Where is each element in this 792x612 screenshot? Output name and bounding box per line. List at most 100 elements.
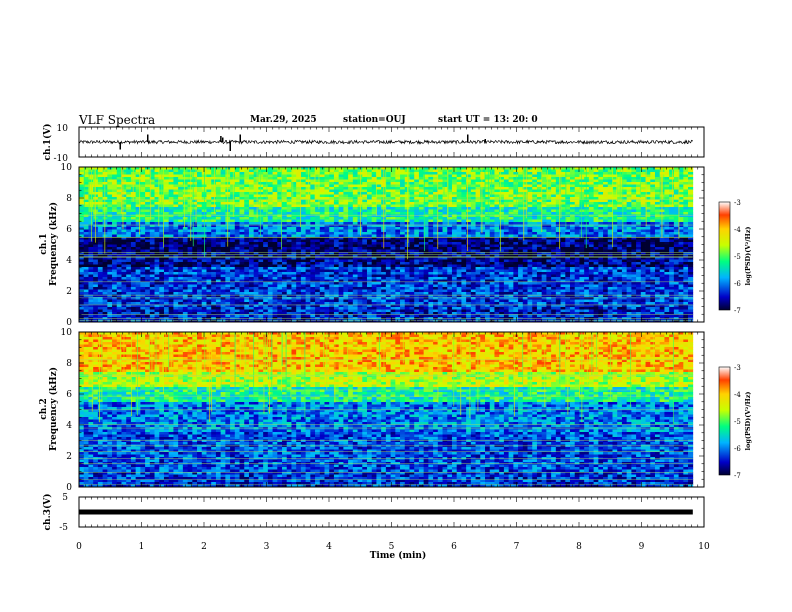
spec1-cell: [489, 209, 495, 213]
spec1-cell: [673, 254, 679, 258]
spec1-cell: [263, 169, 269, 173]
spec1-cell: [555, 187, 561, 190]
spec1-cell: [300, 194, 307, 198]
spec1-cell: [230, 212, 236, 215]
spec1-cell: [617, 242, 623, 245]
spec1-cell: [348, 239, 354, 243]
spec1-cell: [678, 167, 684, 170]
spec1-cell: [88, 254, 94, 258]
spec1-cell: [253, 252, 259, 255]
spec1-cell: [300, 197, 307, 200]
spec1-cell: [310, 229, 316, 233]
spec1-cell: [97, 174, 103, 178]
spec1-cell: [428, 212, 434, 215]
spec1-cell: [560, 204, 566, 208]
spec1-cell: [437, 214, 443, 218]
spec1-cell: [121, 232, 127, 235]
spec1-cell: [267, 197, 273, 200]
spec1-cell: [187, 237, 193, 240]
spec1-cell: [673, 242, 679, 245]
spec1-cell: [588, 204, 594, 208]
spec1-cell: [678, 224, 684, 228]
spec1-cell: [456, 252, 462, 255]
spec1-cell: [376, 247, 382, 250]
spec1-cell: [409, 182, 415, 185]
spec1-cell: [466, 209, 472, 213]
spec1-cell: [442, 214, 448, 218]
spec1-cell: [518, 234, 524, 238]
spec1-cell: [626, 202, 632, 205]
spec1-cell: [480, 167, 486, 170]
spec1-cell: [107, 254, 113, 258]
spec1-cell: [305, 257, 311, 260]
spec1-cell: [612, 254, 618, 258]
spec1-cell: [688, 249, 694, 253]
spec1-cell: [192, 247, 198, 250]
spec1-cell: [565, 197, 571, 200]
spec1-cell: [83, 252, 89, 255]
spec1-cell: [107, 249, 113, 253]
spec1-cell: [126, 234, 132, 238]
spec1-cell: [362, 167, 368, 170]
spec1-cell: [272, 202, 278, 205]
spec1-cell: [173, 182, 179, 185]
spec1-cell: [277, 182, 283, 185]
spec1-cell: [343, 179, 349, 183]
spec1-cell: [97, 227, 103, 230]
spec1-cell: [688, 237, 694, 240]
spec1-cell: [324, 242, 330, 245]
spec1-cell: [282, 249, 288, 253]
spec1-cell: [286, 174, 292, 178]
spec1-cell: [640, 234, 646, 238]
spec1-cell: [333, 209, 340, 213]
spec1-cell: [560, 254, 566, 258]
spec1-cell: [173, 167, 179, 170]
spec1-cell: [688, 212, 694, 215]
spec1-cell: [277, 242, 283, 245]
spec1-cell: [343, 177, 349, 180]
spec1-cell: [442, 232, 448, 235]
spec1-cell: [277, 237, 283, 240]
spec1-cell: [640, 172, 646, 175]
spec1-cell: [565, 172, 571, 175]
spec1-cell: [263, 224, 269, 228]
spec1-cell: [211, 204, 217, 208]
spec1-cell: [338, 237, 344, 240]
spec1-cell: [603, 207, 609, 210]
spec1-cell: [683, 179, 689, 183]
spec1-cell: [310, 177, 316, 180]
spec1-cell: [503, 229, 510, 233]
spec1-cell: [470, 189, 476, 193]
spec1-cell: [433, 237, 439, 240]
spec1-cell: [272, 224, 278, 228]
spec1-cell: [433, 239, 439, 243]
spec1-cell: [626, 214, 632, 218]
spec1-cell: [277, 212, 283, 215]
spec1-cell: [305, 182, 311, 185]
spec1-cell: [640, 187, 646, 190]
spec1-cell: [621, 202, 628, 205]
spec1-cell: [423, 239, 429, 243]
spec1-cell: [315, 194, 321, 198]
spec1-cell: [640, 169, 646, 173]
spec1-cell: [154, 229, 160, 233]
spec1-cell: [130, 237, 137, 240]
spec1-cell: [83, 209, 89, 213]
spec1-cell: [527, 219, 533, 223]
spec1-cell: [234, 214, 240, 218]
spec1-cell: [546, 244, 552, 248]
spec1-cell: [466, 249, 472, 253]
spec1-cell: [636, 222, 642, 225]
spec1-cell: [145, 189, 151, 193]
spec1-cell: [244, 247, 250, 250]
spec1-cell: [451, 252, 458, 255]
spec1-cell: [258, 179, 264, 183]
spec1-cell: [230, 224, 236, 228]
spec1-cell: [192, 204, 198, 208]
spec1-cell: [456, 249, 462, 253]
spec1-cell: [673, 249, 679, 253]
spec1-cell: [126, 219, 132, 223]
spec1-cell: [579, 214, 585, 218]
spec1-cell: [107, 239, 113, 243]
spec1-cell: [480, 254, 486, 258]
